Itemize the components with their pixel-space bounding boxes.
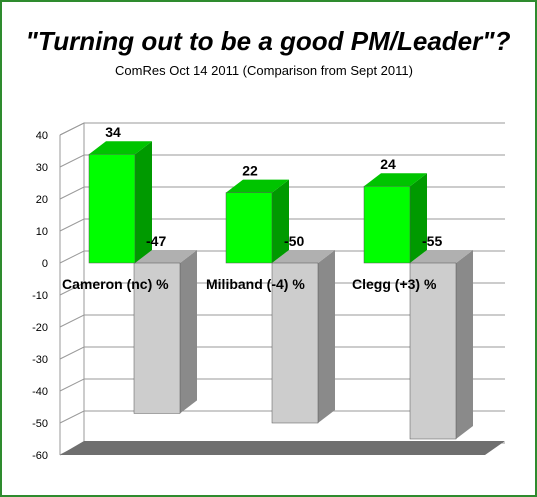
negative-bar-front [409, 262, 457, 440]
y-tick-label: 10 [36, 226, 48, 238]
category-label: Miliband (-4) % [206, 276, 305, 292]
negative-bar-side [318, 250, 335, 423]
y-axis: 40 30 20 10 0 -10 -20 -30 -40 -50 -60 [32, 130, 61, 462]
chart-floor [60, 441, 505, 455]
y-tick-label: -30 [32, 354, 48, 366]
y-tick-label: -10 [32, 290, 48, 302]
gridline [59, 282, 505, 296]
gridline [59, 314, 505, 328]
y-tick-label: -20 [32, 322, 48, 334]
y-tick-label: -40 [32, 386, 48, 398]
positive-bar-side [410, 173, 427, 263]
y-tick-label: -60 [32, 450, 48, 462]
gridline [59, 378, 505, 392]
positive-bar-front [225, 192, 273, 264]
gridline [59, 346, 505, 360]
negative-value-label: -47 [146, 233, 166, 249]
y-tick-label: 20 [36, 194, 48, 206]
y-tick-label: 30 [36, 162, 48, 174]
positive-value-label: 22 [242, 163, 258, 179]
y-tick-label: -50 [32, 418, 48, 430]
label-layer: 34 22 24 -47 -50 -55 Cameron (nc) % Miliband (-… [62, 124, 442, 292]
gridline [59, 154, 505, 168]
category-label: Clegg (+3) % [352, 276, 437, 292]
negative-bar-side [180, 250, 197, 414]
positive-value-label: 24 [380, 156, 396, 172]
positive-bar-side [272, 179, 289, 263]
positive-bar-side [135, 141, 152, 263]
category-label: Cameron (nc) % [62, 276, 169, 292]
chart-subtitle: ComRes Oct 14 2011 (Comparison from Sept… [115, 63, 413, 78]
positive-bar [88, 141, 152, 264]
chart-title: "Turning out to be a good PM/Leader"? [26, 26, 511, 56]
positive-bar-top [89, 141, 152, 155]
positive-bar [363, 173, 427, 264]
gridline [59, 410, 505, 424]
negative-bar-front [271, 262, 319, 424]
negative-bar [271, 250, 335, 424]
y-tick-label: 40 [36, 130, 48, 142]
negative-bar-front [133, 262, 181, 414]
positive-value-label: 34 [105, 124, 121, 140]
negative-bar [409, 250, 473, 440]
bar-layer [88, 141, 473, 440]
negative-bar [133, 250, 197, 414]
negative-value-label: -55 [422, 233, 442, 249]
positive-bar-top [226, 179, 289, 193]
positive-bar-front [88, 153, 136, 264]
negative-bar-top [410, 250, 473, 263]
negative-bar-top [134, 250, 197, 263]
y-tick-label: 0 [42, 258, 48, 270]
positive-bar-top [364, 173, 427, 187]
negative-value-label: -50 [284, 233, 304, 249]
negative-bar-top [272, 250, 335, 263]
negative-bar-side [456, 250, 473, 439]
gridline [59, 122, 505, 136]
positive-bar [225, 179, 289, 264]
positive-bar-front [363, 185, 411, 264]
